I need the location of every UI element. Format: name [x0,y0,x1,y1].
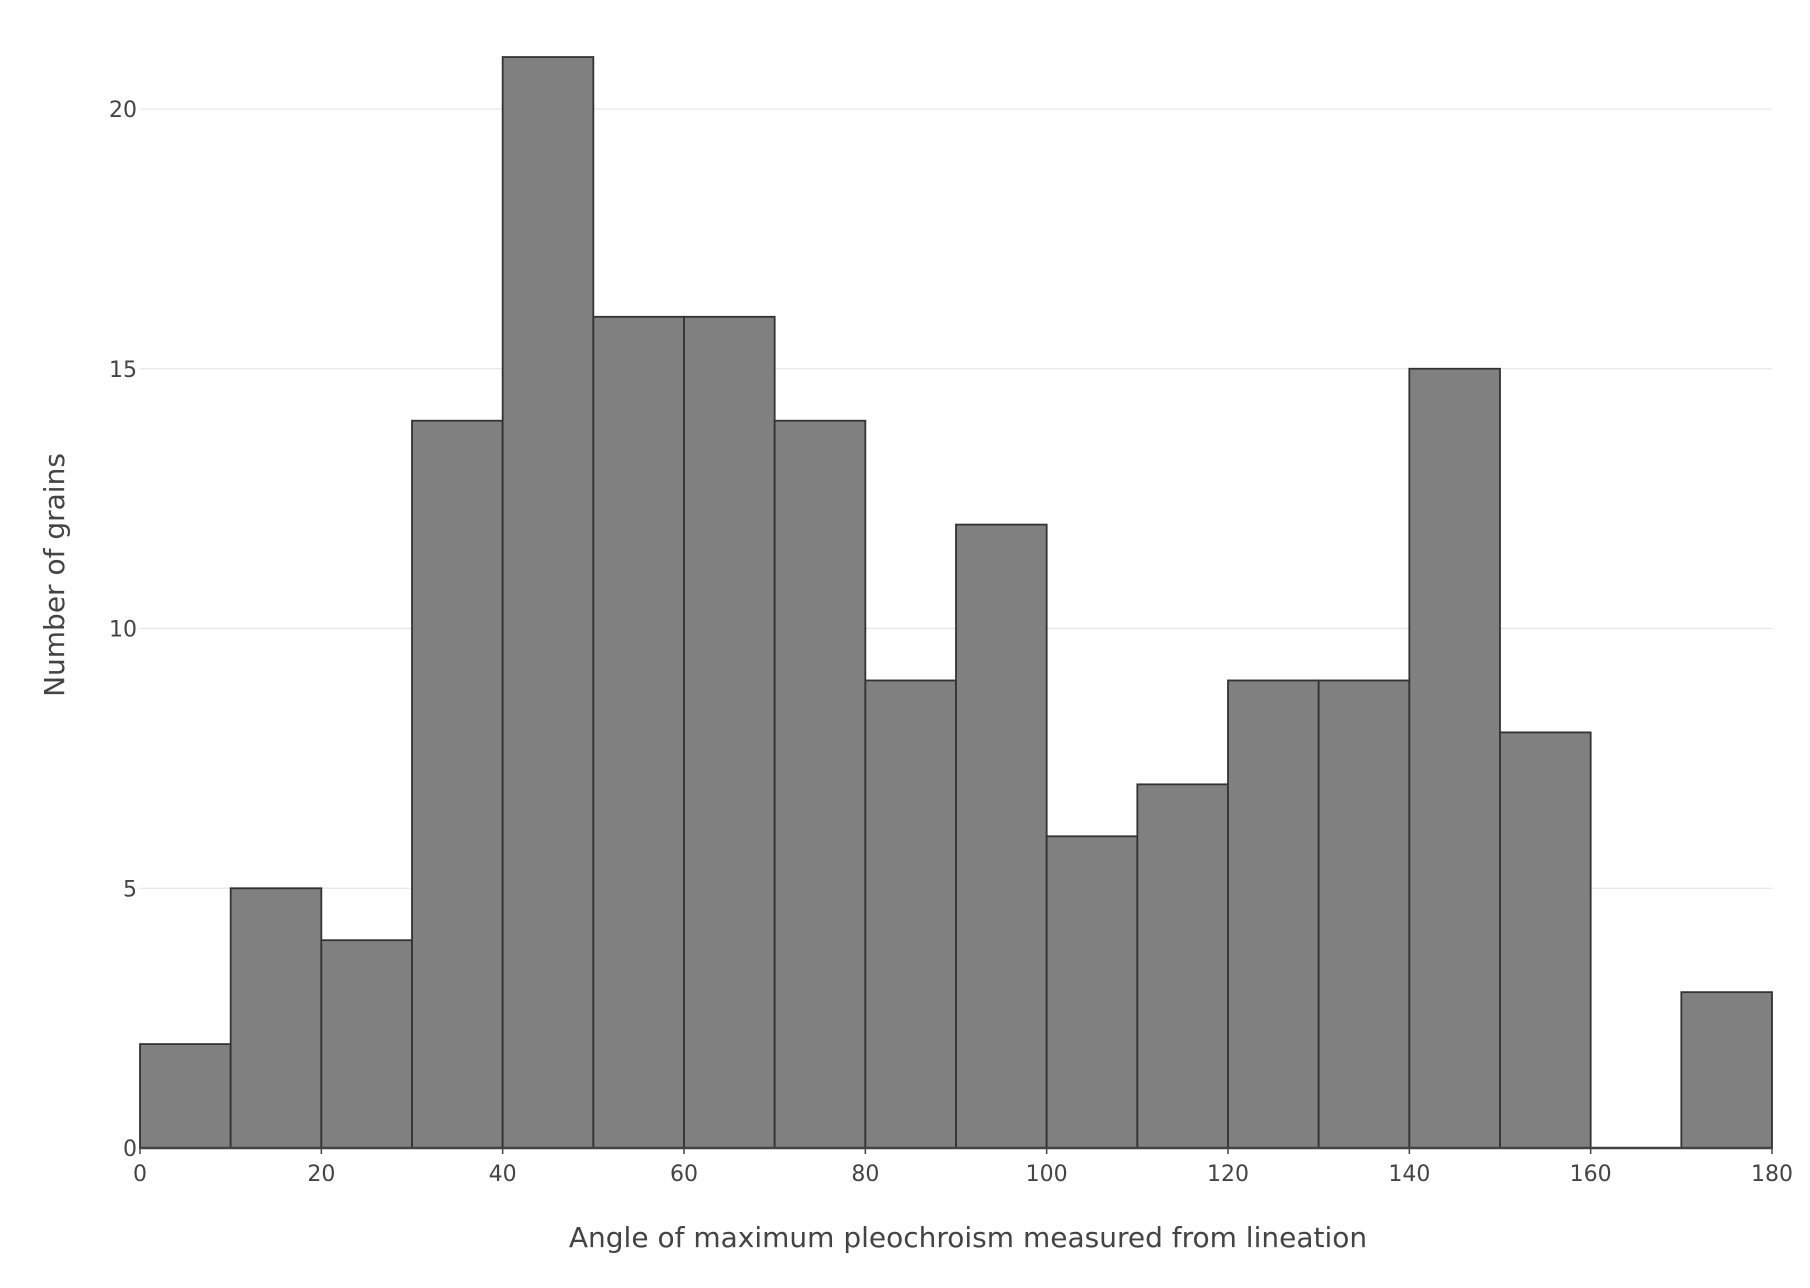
histogram-bar [501,56,595,1149]
x-tick-label: 160 [1570,1162,1612,1187]
y-tick-label: 5 [123,877,137,902]
histogram-bar [1317,679,1411,1149]
x-tick-label: 40 [489,1162,517,1187]
x-tick-label: 180 [1751,1162,1793,1187]
histogram-bar [229,887,323,1149]
x-tick-label: 20 [307,1162,335,1187]
bars [139,56,1773,1149]
y-tick-label: 15 [109,358,137,383]
x-tick-label: 140 [1388,1162,1430,1187]
histogram-bar [592,315,685,1149]
x-axis-title: Angle of maximum pleochroism measured fr… [569,1221,1367,1254]
y-tick-label: 20 [109,98,137,123]
y-tick-label: 0 [123,1137,137,1162]
x-tick-label: 120 [1207,1162,1249,1187]
histogram-bar [1227,679,1320,1149]
histogram-bar [1499,731,1592,1149]
histogram-bar [1045,835,1139,1149]
x-tick-label: 60 [670,1162,698,1187]
histogram-bar [411,419,504,1149]
histogram-bar [864,679,957,1149]
x-tick-label: 0 [133,1162,147,1187]
histogram-bar [1680,991,1773,1149]
x-tick-label: 100 [1026,1162,1068,1187]
histogram-bar [683,315,776,1149]
y-tick-label: 10 [109,618,137,643]
histogram-bar [955,523,1048,1149]
x-tick-label: 80 [851,1162,879,1187]
histogram-bar [139,1043,232,1149]
x-axis-ticks: 0 20 40 60 80 100 120 140 160 180 [133,1148,1793,1187]
histogram-bar [1136,783,1229,1149]
y-axis-title: Number of grains [38,453,71,697]
y-axis-ticks: 0 5 10 15 20 [109,98,137,1162]
histogram-bar [1408,367,1501,1149]
histogram-bar [773,419,867,1149]
histogram-bar [320,939,413,1149]
